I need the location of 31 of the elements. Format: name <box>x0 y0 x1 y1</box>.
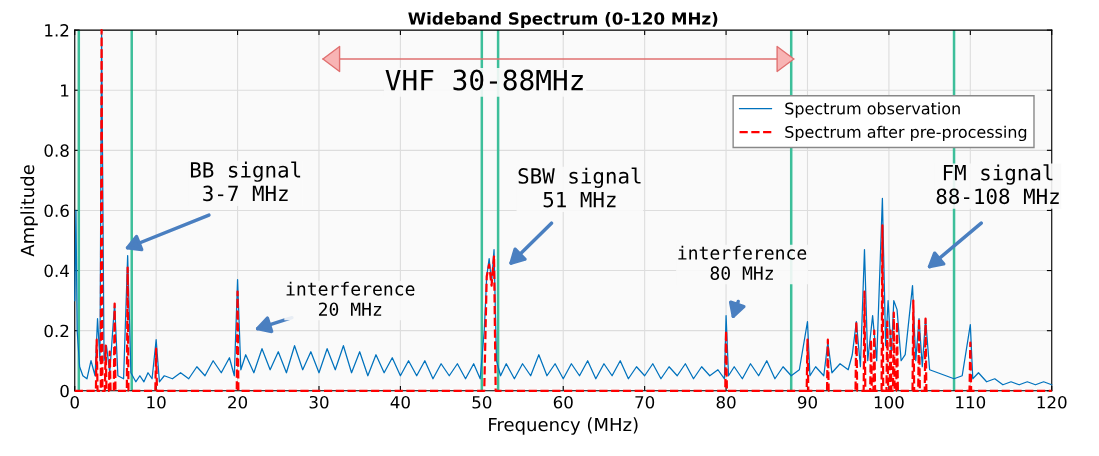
x-tick-label: 110 <box>956 395 986 409</box>
annotation: BB signal 3-7 MHz <box>190 161 301 202</box>
annotation: interference 20 MHz <box>286 281 415 317</box>
y-tick-label: 0.2 <box>44 324 69 338</box>
legend-label: Spectrum after pre-processing <box>785 125 1027 142</box>
x-tick-label: 80 <box>716 395 736 409</box>
x-tick-label: 70 <box>635 395 655 409</box>
annotation: FM signal 88-108 MHz <box>936 164 1059 205</box>
x-tick-label: 10 <box>147 395 166 409</box>
y-axis-title: Amplitude <box>20 165 38 257</box>
y-tick-label: 0.6 <box>44 204 69 218</box>
x-tick-label: 50 <box>472 395 492 409</box>
y-tick-label: 1 <box>61 84 69 97</box>
x-tick-label: 120 <box>1037 395 1067 409</box>
y-tick-label: 1.2 <box>45 24 69 37</box>
legend-label: Spectrum observation <box>785 102 960 118</box>
x-tick-label: 40 <box>390 395 410 409</box>
annotation: interference 80 MHz <box>678 245 807 280</box>
x-tick-label: 30 <box>309 395 329 409</box>
x-tick-label: 0 <box>70 395 79 409</box>
annotation: VHF 30-88MHz <box>385 69 583 91</box>
y-tick-label: 0 <box>60 384 69 398</box>
annotation: SBW signal 51 MHz <box>518 167 641 208</box>
x-axis-title: Frequency (MHz) <box>489 417 638 435</box>
x-tick-label: 20 <box>228 395 248 409</box>
y-tick-label: 0.8 <box>44 144 69 157</box>
x-tick-label: 100 <box>874 395 904 409</box>
x-tick-label: 90 <box>797 395 817 409</box>
y-tick-label: 0.4 <box>44 264 69 278</box>
chart-title: Wideband Spectrum (0-120 MHz) <box>408 11 718 29</box>
x-tick-label: 60 <box>553 395 573 409</box>
